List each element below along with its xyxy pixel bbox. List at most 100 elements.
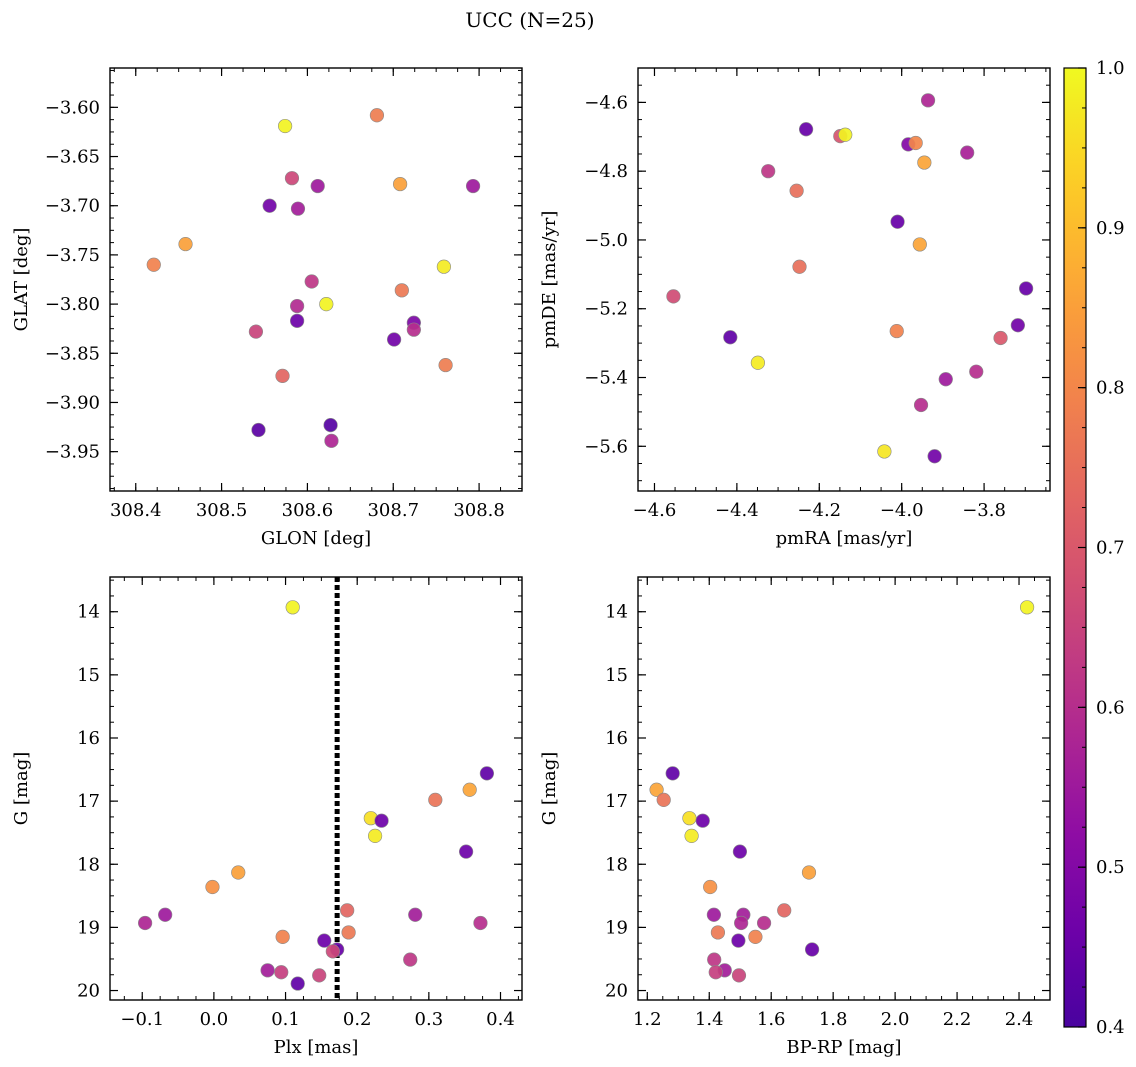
x-axis-label: GLON [deg] — [261, 528, 371, 549]
data-point — [723, 330, 738, 345]
data-point — [792, 259, 807, 274]
data-point — [789, 183, 804, 198]
colorbar: 0.4 0.5 0.6 0.7 0.8 0.9 1.0 — [1063, 58, 1125, 1038]
data-point — [403, 952, 418, 967]
data-point — [706, 907, 721, 922]
y-tick-label: 17 — [605, 791, 628, 812]
data-point — [1019, 281, 1034, 296]
y-tick-label: −4.6 — [584, 92, 628, 113]
y-tick-label: −3.95 — [45, 442, 100, 463]
colorbar-tick-label: 1.0 — [1096, 58, 1125, 79]
minor-ticks — [638, 577, 1051, 1000]
data-point — [394, 283, 409, 298]
data-point — [459, 844, 474, 859]
data-point — [710, 925, 726, 940]
data-point — [877, 444, 892, 459]
x-axis-label: pmRA [mas/yr] — [776, 528, 913, 549]
data-point — [319, 296, 334, 312]
data-point — [260, 963, 275, 978]
data-point — [798, 122, 814, 137]
axes-frame — [637, 576, 1051, 1001]
data-point — [473, 915, 488, 931]
data-point — [695, 813, 710, 828]
y-tick-label: 18 — [77, 854, 100, 875]
data-point — [275, 368, 290, 384]
data-point — [340, 903, 355, 918]
data-point — [290, 313, 305, 328]
y-axis-label: G [mag] — [11, 752, 32, 825]
data-point — [731, 933, 746, 948]
scatter-panel-3: −0.1 0.0 0.1 0.2 0.3 0.4 14 15 16 17 18 19 20 Plx [ma… — [11, 576, 523, 1058]
x-tick-label: 0.2 — [343, 1009, 372, 1030]
data-point — [284, 171, 300, 186]
data-point — [993, 330, 1008, 346]
data-point — [438, 357, 453, 373]
data-point — [369, 108, 385, 123]
data-point — [682, 811, 697, 826]
y-tick-label: −3.90 — [45, 392, 100, 413]
colorbar-tick-label: 0.5 — [1096, 857, 1125, 878]
x-axis-label: BP-RP [mag] — [786, 1037, 901, 1058]
data-point — [1019, 600, 1035, 615]
x-tick-label: −3.8 — [962, 500, 1006, 521]
data-point — [462, 782, 477, 797]
data-point — [890, 214, 905, 229]
data-point — [732, 844, 748, 859]
data-point — [707, 952, 722, 967]
colorbar-tick-label: 0.6 — [1096, 697, 1125, 718]
x-tick-label: −4.6 — [633, 500, 677, 521]
scatter-panel-2: −4.6 −4.4 −4.2 −4.0 −3.8 −4.6 −4.8 −5.0 −5.2 −5.4… — [539, 67, 1051, 549]
colorbar-tick-label: 0.4 — [1096, 1017, 1125, 1038]
data-point — [838, 127, 853, 142]
x-tick-label: 1.4 — [695, 1009, 724, 1030]
y-tick-label: −5.0 — [584, 230, 628, 251]
y-tick-label: 20 — [77, 981, 100, 1002]
data-point — [408, 907, 423, 922]
data-point — [374, 813, 389, 828]
y-tick-label: 14 — [605, 602, 628, 623]
data-point — [912, 237, 927, 252]
y-tick-label: −3.65 — [45, 147, 100, 168]
data-point — [436, 259, 451, 274]
data-point — [479, 766, 494, 781]
y-tick-label: −5.2 — [584, 299, 628, 320]
x-tick-label: −4.2 — [797, 500, 841, 521]
x-tick-label: 2.4 — [1005, 1009, 1034, 1030]
data-point — [205, 879, 220, 895]
x-tick-label: −4.4 — [715, 500, 759, 521]
data-point — [290, 298, 305, 314]
colorbar-tick-label: 0.8 — [1096, 378, 1125, 399]
x-tick-label: 1.2 — [633, 1009, 662, 1030]
data-point — [325, 944, 340, 959]
data-point — [393, 176, 408, 192]
data-point — [801, 865, 817, 880]
scatter-panel-1: 308.4 308.5 308.6 308.7 308.8 −3.60 −3.65 −3.70… — [11, 67, 523, 549]
data-point — [231, 865, 246, 880]
x-tick-label: −4.0 — [880, 500, 924, 521]
data-point — [324, 433, 339, 448]
data-point — [368, 828, 383, 843]
data-point — [969, 364, 984, 379]
y-tick-label: −3.80 — [45, 294, 100, 315]
y-tick-label: −5.6 — [584, 436, 628, 457]
axes-frame — [109, 576, 523, 1001]
data-point — [938, 372, 953, 387]
data-point — [290, 976, 305, 991]
y-tick-label: −3.70 — [45, 196, 100, 217]
x-tick-label: 0.1 — [271, 1009, 300, 1030]
y-axis-label: GLAT [deg] — [11, 228, 32, 332]
x-tick-label: 308.6 — [282, 500, 334, 521]
y-tick-label: −3.85 — [45, 343, 100, 364]
data-point — [708, 965, 723, 980]
data-point — [665, 766, 680, 781]
x-tick-label: 308.4 — [110, 500, 162, 521]
y-tick-label: 18 — [605, 854, 628, 875]
data-point — [1010, 318, 1025, 333]
y-tick-label: −4.8 — [584, 161, 628, 182]
scatter-panel-4: 1.2 1.4 1.6 1.8 2.0 2.2 2.4 14 15 16 17 18 19 20 BP-RP… — [539, 576, 1051, 1058]
x-tick-label: 0.0 — [200, 1009, 229, 1030]
y-tick-label: 16 — [77, 728, 100, 749]
data-point — [804, 942, 820, 957]
data-point — [341, 925, 356, 940]
